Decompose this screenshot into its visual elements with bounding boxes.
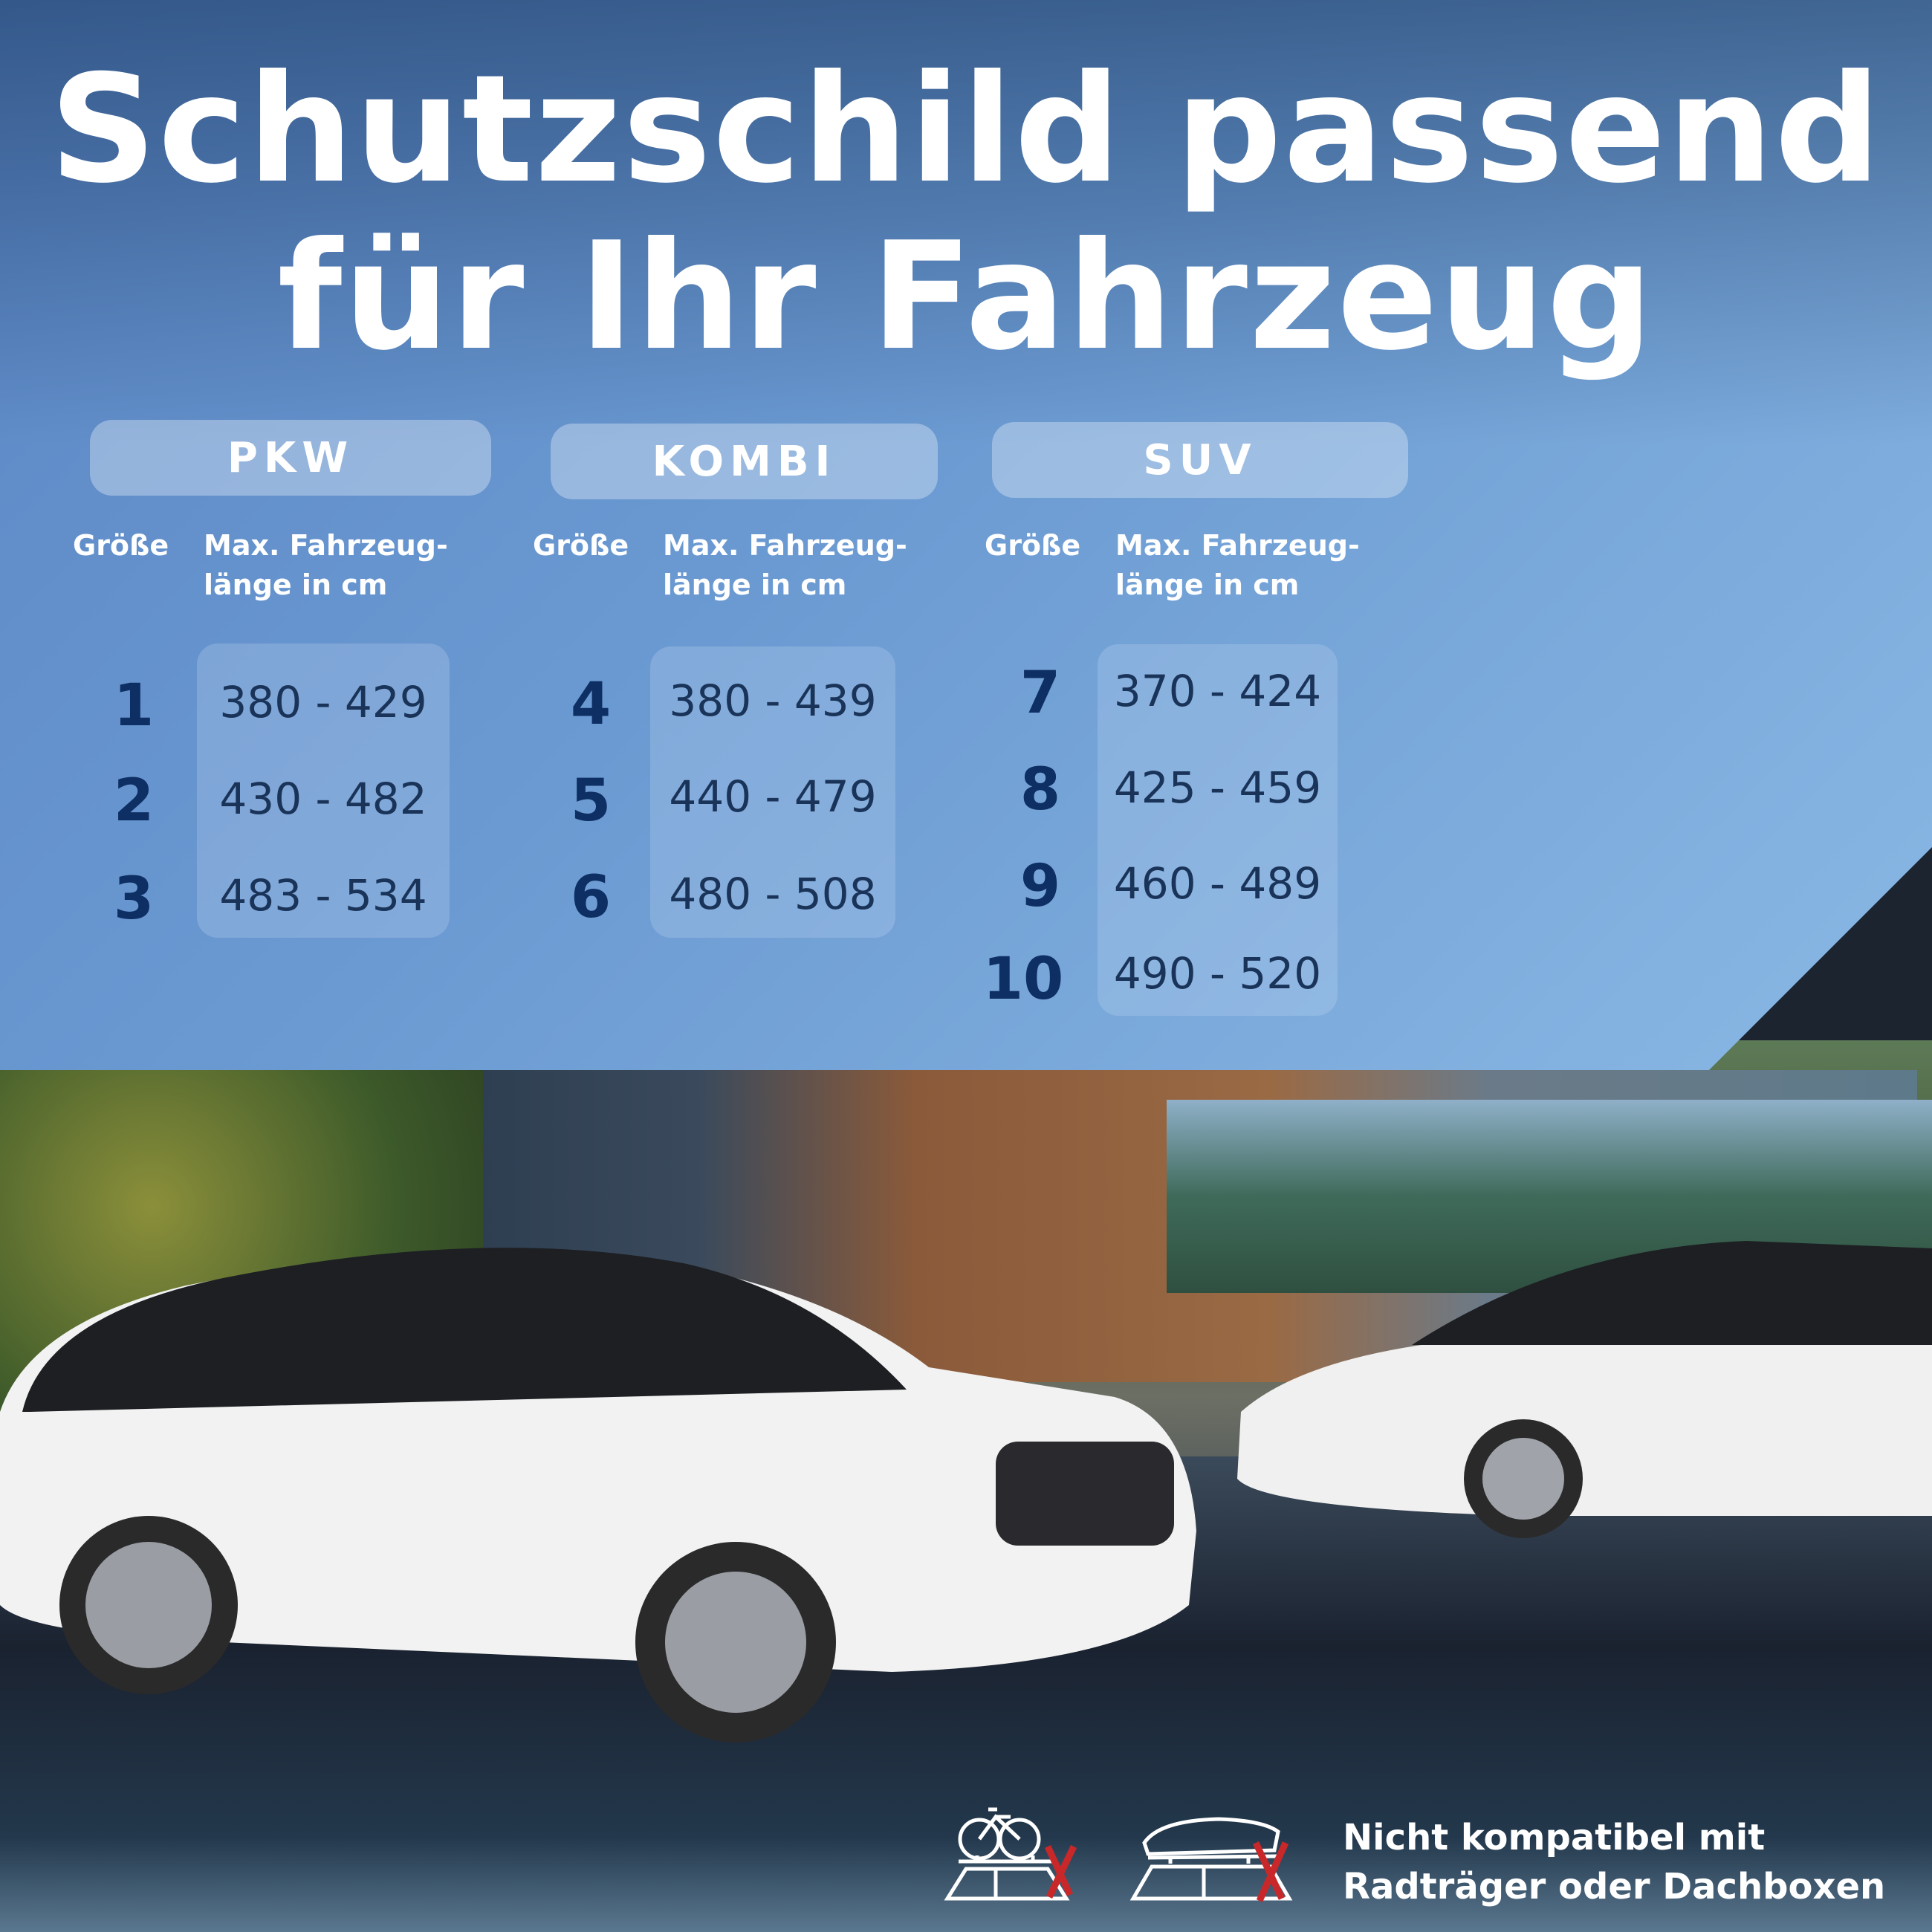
size-number: 10	[982, 946, 1064, 1013]
size-number: 6	[570, 864, 612, 931]
category-pkw: PKW	[90, 420, 491, 496]
col-length-header: Max. Fahrzeug-länge in cm	[663, 526, 907, 605]
category-kombi: KOMBI	[551, 424, 938, 499]
col-size-header: Größe	[533, 529, 629, 562]
size-number: 8	[1020, 756, 1061, 823]
col-size-header: Größe	[985, 529, 1081, 562]
col-length-header: Max. Fahrzeug-länge in cm	[1115, 526, 1360, 605]
category-suv: SUV	[992, 422, 1408, 498]
size-number: 3	[113, 866, 155, 933]
size-number: 4	[570, 671, 612, 738]
length-range: 430 - 482	[219, 774, 427, 824]
range-box	[197, 644, 450, 938]
size-number: 1	[113, 672, 155, 739]
incompatibility-note: Nicht kompatibel mit Radträger oder Dachb…	[1343, 1813, 1885, 1911]
length-range: 380 - 439	[669, 675, 877, 726]
roof-box-icon	[1129, 1817, 1293, 1902]
col-size-header: Größe	[73, 529, 169, 562]
col-length-line1: Max. Fahrzeug-	[1115, 529, 1360, 562]
col-length-line1: Max. Fahrzeug-	[204, 529, 448, 562]
length-range: 380 - 429	[219, 677, 427, 727]
panel-shade	[0, 0, 1932, 446]
size-number: 2	[113, 768, 155, 834]
col-length-line2: länge in cm	[663, 568, 847, 601]
title-line-2: für Ihr Fahrzeug	[277, 210, 1655, 383]
size-number: 9	[1020, 853, 1061, 920]
covered-cars	[0, 1241, 1932, 1743]
length-range: 490 - 520	[1113, 948, 1322, 999]
note-line-1: Nicht kompatibel mit	[1343, 1817, 1766, 1858]
suv-car	[0, 1248, 1196, 1743]
col-length-line1: Max. Fahrzeug-	[663, 529, 907, 562]
length-range: 480 - 508	[669, 869, 877, 919]
col-length-line2: länge in cm	[204, 568, 388, 601]
length-range: 425 - 459	[1113, 762, 1322, 813]
range-box	[650, 646, 895, 938]
col-length-header: Max. Fahrzeug-länge in cm	[204, 526, 448, 605]
size-number: 5	[570, 768, 612, 834]
sedan-car	[1237, 1241, 1932, 1538]
range-box	[1098, 644, 1338, 1016]
title-line-1: Schutzschild passend	[49, 43, 1883, 216]
bike-rack-icon	[944, 1807, 1077, 1901]
length-range: 460 - 489	[1113, 858, 1322, 909]
col-length-line2: länge in cm	[1115, 568, 1300, 601]
length-range: 440 - 479	[669, 771, 877, 822]
note-line-2: Radträger oder Dachboxen	[1343, 1866, 1886, 1907]
size-number: 7	[1020, 660, 1061, 727]
length-range: 370 - 424	[1113, 666, 1322, 716]
length-range: 483 - 534	[219, 870, 427, 921]
